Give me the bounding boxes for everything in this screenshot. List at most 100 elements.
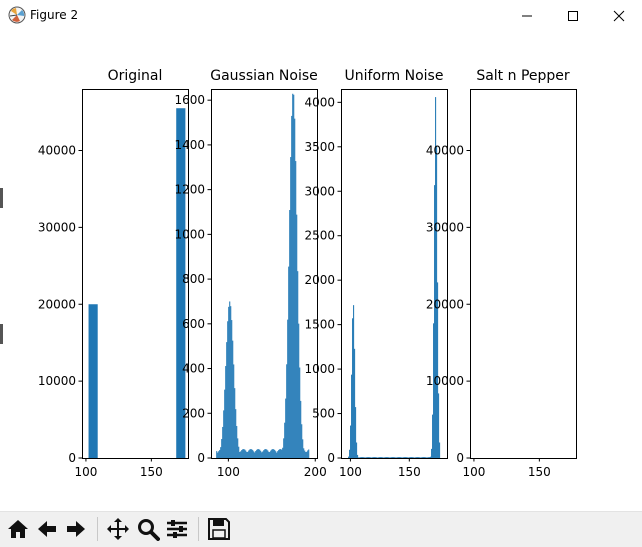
- histogram-bar: [259, 449, 261, 458]
- histogram-bar: [293, 94, 295, 459]
- minimize-button[interactable]: [504, 0, 550, 31]
- histogram-bar: [411, 457, 413, 458]
- subplot-title: Original: [108, 68, 163, 84]
- y-tick-label: 1400: [174, 138, 205, 152]
- histogram-bar: [224, 389, 226, 458]
- histogram-bar: [287, 319, 289, 458]
- home-button[interactable]: [4, 515, 32, 543]
- histogram-bar: [430, 456, 432, 458]
- y-tick-label: 0: [456, 451, 464, 465]
- histogram-bar: [410, 457, 412, 458]
- histogram-bar: [268, 451, 270, 458]
- histogram-bar: [428, 457, 430, 458]
- histogram-bar: [281, 449, 283, 458]
- y-tick-label: 0: [327, 451, 335, 465]
- histogram-bar: [246, 451, 248, 458]
- histogram-bar: [421, 457, 423, 458]
- histogram-bar: [433, 323, 435, 458]
- x-tick-label: 200: [304, 465, 327, 479]
- histogram-bar: [435, 97, 437, 459]
- save-button[interactable]: [205, 515, 233, 543]
- histogram-bar: [227, 321, 229, 458]
- histogram-bar: [276, 452, 278, 458]
- zoom-icon: [138, 519, 160, 541]
- histogram-bar: [350, 425, 352, 458]
- y-tick-label: 20000: [38, 297, 76, 311]
- zoom-button[interactable]: [134, 515, 162, 543]
- y-tick-label: 30000: [38, 220, 76, 234]
- histogram-bar: [397, 457, 399, 458]
- histogram-bar: [389, 457, 391, 458]
- histogram-bar: [245, 450, 247, 458]
- maximize-button[interactable]: [550, 0, 596, 31]
- histogram-bar: [437, 282, 439, 458]
- histogram-bar: [249, 449, 251, 458]
- histogram-bar: [225, 366, 227, 458]
- histogram-bar: [262, 451, 264, 458]
- histogram-bar: [258, 449, 260, 458]
- histogram-bar: [359, 457, 361, 458]
- histogram-bar: [265, 449, 267, 458]
- close-button[interactable]: [596, 0, 642, 31]
- histogram-bar: [230, 306, 232, 458]
- histogram-bar: [348, 456, 350, 458]
- histogram-bar: [414, 457, 416, 458]
- histogram-bar: [423, 457, 425, 458]
- histogram-bar: [283, 438, 285, 458]
- histogram-bar: [261, 452, 263, 458]
- histogram-bar: [298, 323, 300, 458]
- minimize-icon: [522, 15, 532, 17]
- histogram-bar: [372, 457, 374, 458]
- back-button[interactable]: [33, 515, 61, 543]
- histogram-bar: [422, 457, 424, 458]
- histogram-bar: [306, 451, 308, 458]
- histogram-bar: [407, 457, 409, 458]
- histogram-bar: [251, 449, 253, 458]
- y-tick-label: 3000: [304, 184, 335, 198]
- back-icon: [38, 521, 56, 537]
- histogram-bar: [277, 451, 279, 458]
- histogram-bar: [424, 457, 426, 458]
- y-tick-label: 3500: [304, 140, 335, 154]
- histogram-bar: [292, 93, 294, 459]
- configure-subplots-button[interactable]: [163, 515, 191, 543]
- histogram-bar: [364, 457, 366, 458]
- histogram-bar: [436, 146, 438, 458]
- y-tick-label: 10000: [38, 374, 76, 388]
- y-tick-label: 40000: [38, 144, 76, 158]
- histogram-bar: [239, 451, 241, 458]
- histogram-bar: [233, 364, 235, 458]
- histogram-bar: [363, 457, 365, 458]
- axes-frame: [211, 89, 318, 459]
- histogram-bar: [228, 306, 230, 458]
- histogram-bar: [236, 426, 238, 458]
- histogram-bar: [223, 410, 225, 458]
- histogram-bar: [279, 449, 281, 458]
- histogram-bar: [402, 457, 404, 458]
- histogram-bar: [273, 449, 275, 458]
- histogram-bar: [229, 301, 231, 458]
- pan-button[interactable]: [104, 515, 132, 543]
- histogram-bar: [429, 457, 431, 458]
- histogram-bar: [286, 364, 288, 458]
- histogram-bar: [399, 457, 401, 458]
- left-edge-mark: [0, 324, 3, 344]
- histogram-bar: [413, 457, 415, 458]
- histogram-bar: [299, 367, 301, 458]
- histogram-bar: [349, 449, 351, 458]
- histogram-bar: [400, 457, 402, 458]
- histogram-bar: [264, 449, 266, 458]
- histogram-bar: [220, 447, 222, 458]
- y-tick-label: 1000: [304, 362, 335, 376]
- histogram-bar: [296, 214, 298, 458]
- matplotlib-logo-icon: [8, 6, 26, 24]
- histogram-bar: [288, 266, 290, 458]
- navigation-toolbar: [0, 511, 642, 547]
- histogram-bar: [425, 457, 427, 458]
- histogram-bar: [307, 450, 309, 458]
- forward-button[interactable]: [62, 515, 90, 543]
- histogram-bar: [221, 439, 223, 458]
- histogram-bar: [267, 450, 269, 458]
- histogram-bar: [418, 457, 420, 458]
